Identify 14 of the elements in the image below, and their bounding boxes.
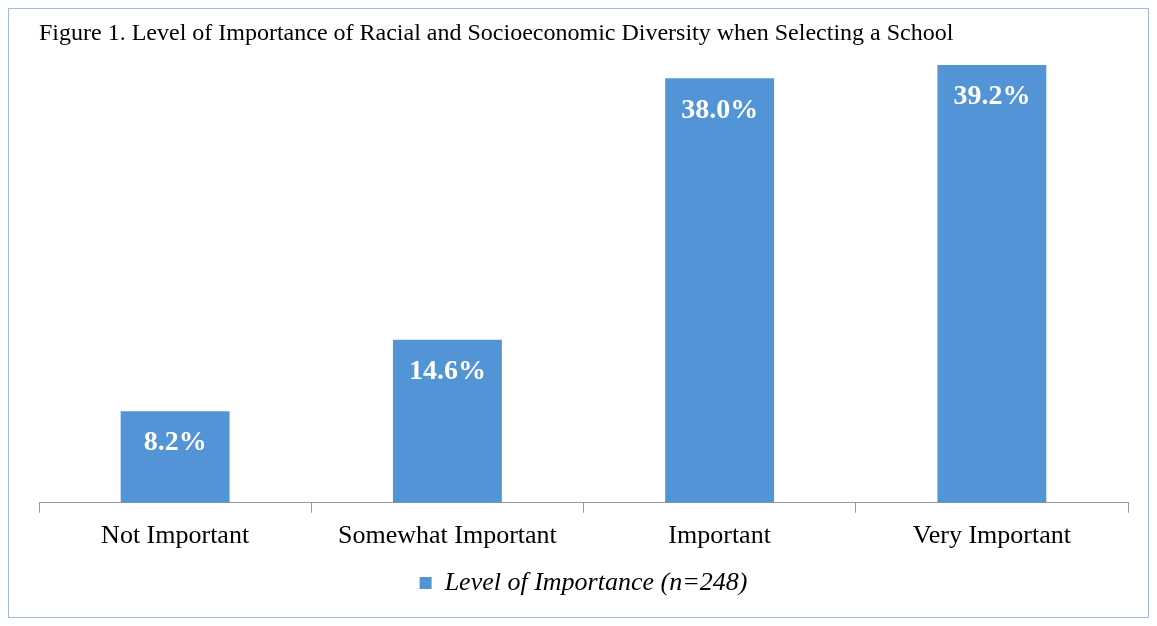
bar [937,64,1047,503]
legend-label: Level of Importance (n=248) [443,566,748,596]
x-tick-label: Somewhat Important [337,520,558,550]
bar [665,78,775,503]
x-tick-label: Not Important [101,520,250,550]
x-tick-label: Important [668,520,772,550]
data-label: 8.2% [143,425,207,457]
chart-title: Figure 1. Level of Importance of Racial and Socioeconomic Diversity when Selecting a School [38,18,955,46]
bar [392,339,502,503]
x-tick-label: Very Important [912,520,1072,550]
data-label: 14.6% [408,353,486,385]
data-label: 39.2% [953,79,1031,111]
data-label: 38.0% [681,92,759,124]
bar [120,411,230,503]
